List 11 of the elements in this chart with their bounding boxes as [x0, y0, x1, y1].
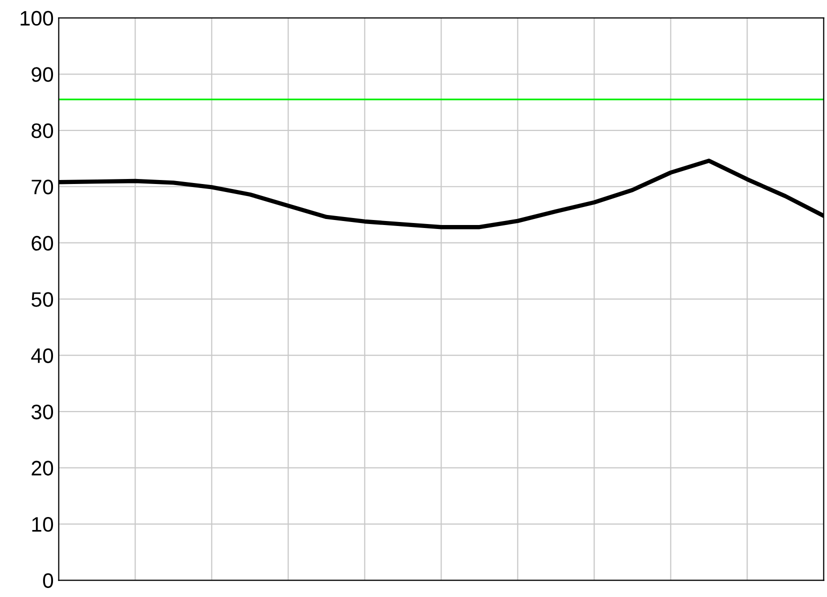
y-tick-label: 80 [32, 123, 54, 138]
y-tick-label: 100 [20, 10, 54, 26]
y-tick-label: 40 [31, 348, 54, 364]
y-tick-label: 90 [32, 67, 54, 82]
y-tick-label: 70 [32, 180, 54, 194]
y-tick-label: 50 [32, 292, 54, 307]
y-tick-label: 10 [32, 517, 54, 532]
y-tick-label: 20 [32, 460, 54, 476]
y-tick-label: 60 [32, 236, 54, 251]
y-tick-label: 30 [31, 404, 54, 420]
y-tick-label: 0 [43, 573, 54, 588]
